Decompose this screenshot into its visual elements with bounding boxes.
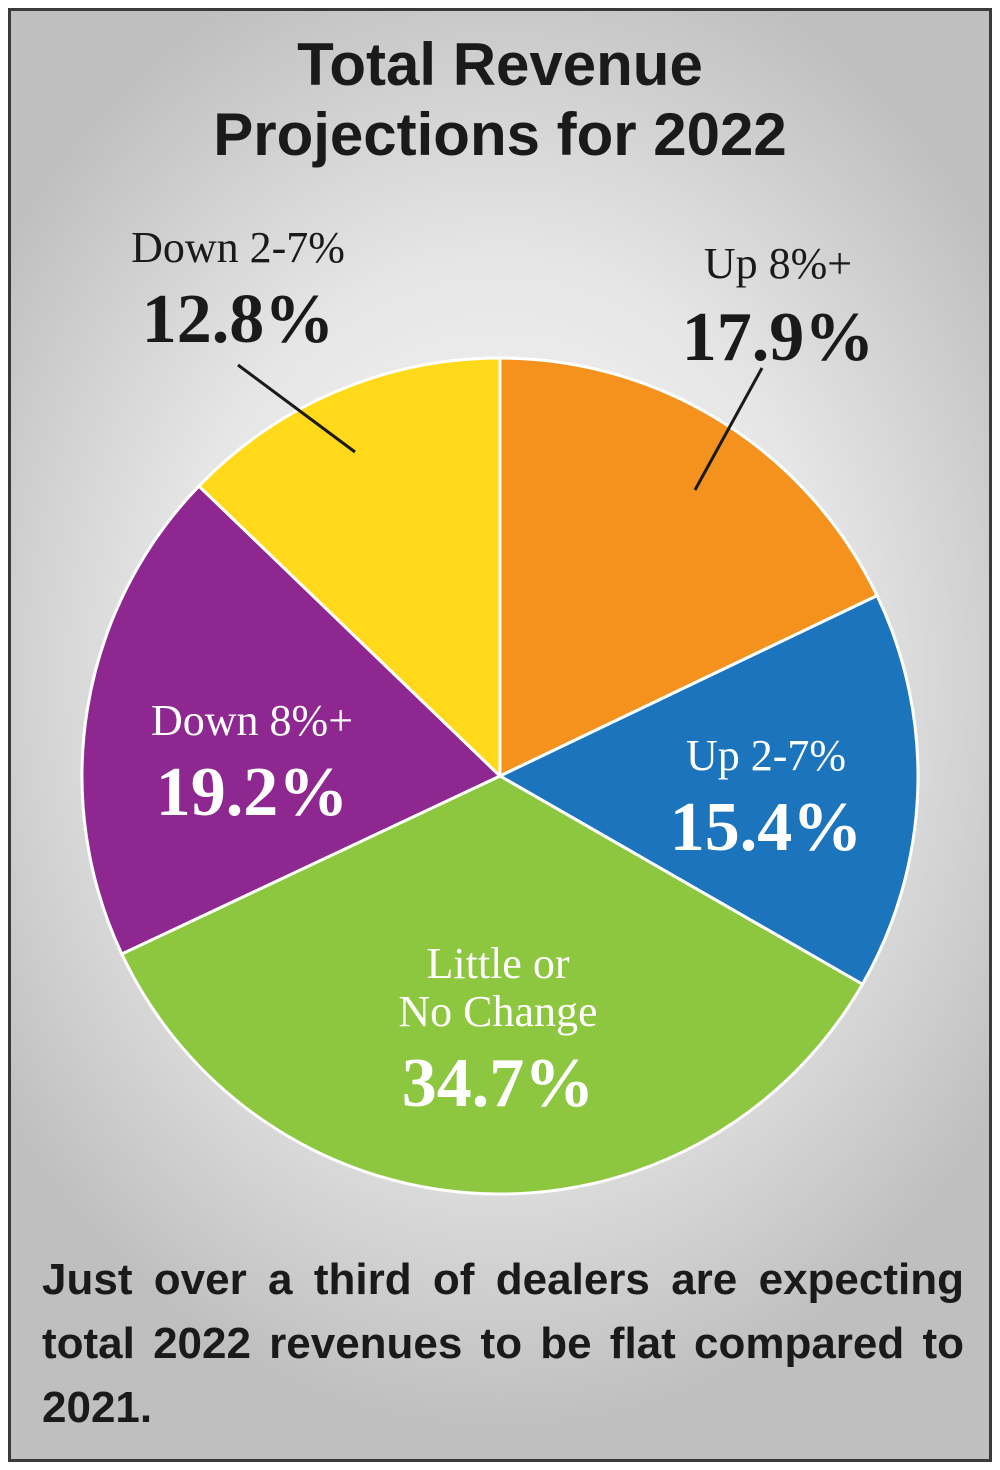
chart-title-line-2: Projections for 2022 bbox=[213, 101, 787, 168]
slice-value-2: 34.7% bbox=[402, 1045, 595, 1122]
leader-line-0 bbox=[693, 367, 764, 491]
chart-title: Total Revenue Projections for 2022 bbox=[0, 30, 1000, 170]
slice-label-4: Down 2-7% bbox=[131, 223, 345, 272]
slice-label-3: Down 8%+ bbox=[151, 696, 353, 745]
pie-slice-4 bbox=[197, 356, 502, 778]
slice-value-0: 17.9% bbox=[682, 299, 875, 376]
slice-value-4: 12.8% bbox=[142, 281, 335, 358]
chart-title-line-1: Total Revenue bbox=[297, 31, 703, 98]
slice-value-1: 15.4% bbox=[670, 789, 863, 866]
slice-value-3: 19.2% bbox=[156, 754, 349, 831]
pie-slice-0 bbox=[498, 356, 879, 778]
slice-label-2-line-1: No Change bbox=[398, 987, 597, 1036]
pie-slice-3 bbox=[80, 484, 502, 956]
leader-line-4 bbox=[237, 363, 356, 454]
slice-label-2-line-0: Little or bbox=[427, 939, 570, 988]
slice-label-1: Up 2-7% bbox=[686, 731, 846, 780]
pie-slice-2 bbox=[120, 774, 864, 1196]
pie-slice-1 bbox=[498, 594, 920, 986]
slice-label-0: Up 8%+ bbox=[704, 239, 852, 288]
pie-slices bbox=[80, 356, 920, 1196]
chart-caption: Just over a third of dealers are expecti… bbox=[42, 1255, 964, 1432]
